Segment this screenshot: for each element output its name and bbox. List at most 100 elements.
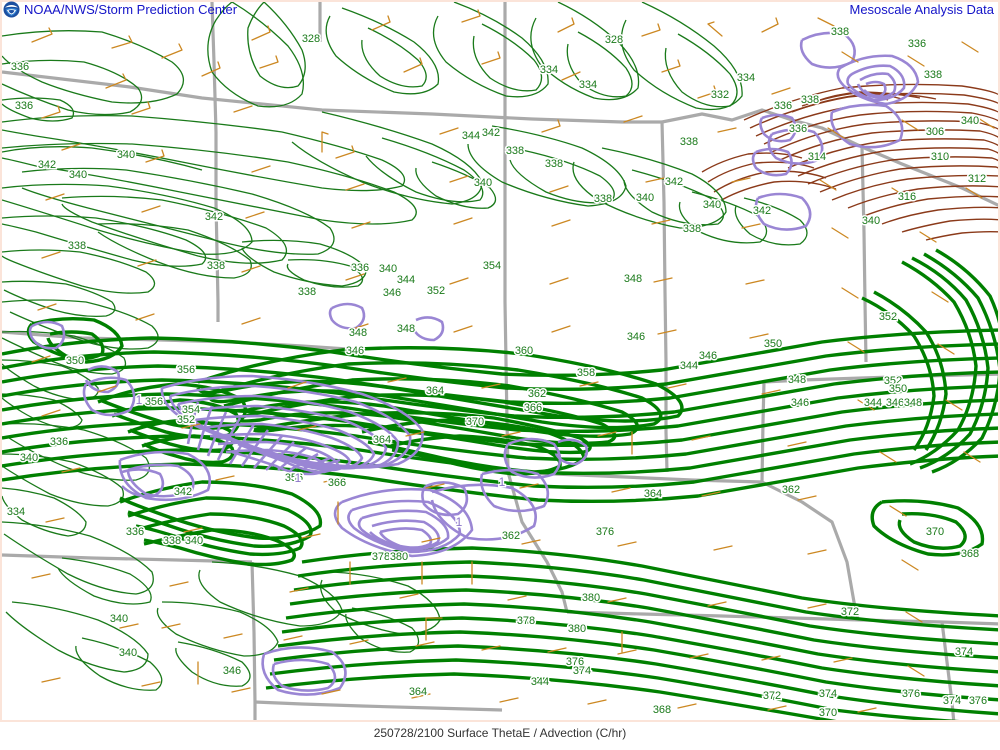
thetae-label: 340 xyxy=(110,613,128,625)
thetae-label: 340 xyxy=(474,177,492,189)
thetae-label: 336 xyxy=(50,436,68,448)
thetae-label: 362 xyxy=(528,388,546,400)
thetae-label: 346 xyxy=(627,331,645,343)
thetae-label: 370 xyxy=(466,416,484,428)
thetae-label: 356 xyxy=(145,396,163,408)
thetae-label: 336 xyxy=(11,61,29,73)
advection-label: 1 xyxy=(295,471,302,485)
thetae-label: 356 xyxy=(285,472,303,484)
thetae-label: 342 xyxy=(174,486,192,498)
thetae-label: 344 xyxy=(531,676,549,688)
thetae-label: 340 xyxy=(119,647,137,659)
thetae-label: 342 xyxy=(205,211,223,223)
contour-map[interactable]: 336 336 342 340 340 338 342 338 338 328 328 334 334 3… xyxy=(2,2,1000,722)
thetae-label: 312 xyxy=(968,173,986,185)
thetae-label: 338 xyxy=(163,535,181,547)
thetae-label: 338 xyxy=(680,136,698,148)
thetae-label: 334 xyxy=(737,72,755,84)
thetae-label: 338 xyxy=(207,260,225,272)
thetae-label: 342 xyxy=(665,176,683,188)
thetae-label: 346 xyxy=(383,287,401,299)
thetae-label: 376 xyxy=(566,656,584,668)
advection-label: 1 xyxy=(136,393,143,407)
thetae-label: 342 xyxy=(482,127,500,139)
thetae-label: 348 xyxy=(349,327,367,339)
thetae-label: 360 xyxy=(515,345,533,357)
thetae-label: 380 xyxy=(568,623,586,635)
thetae-label: 368 xyxy=(961,548,979,560)
thetae-label: 336 xyxy=(908,38,926,50)
thetae-label: 334 xyxy=(7,506,25,518)
thetae-label: 362 xyxy=(782,484,800,496)
thetae-label: 350 xyxy=(66,355,84,367)
thetae-label: 340 xyxy=(117,149,135,161)
thetae-label: 336 xyxy=(774,100,792,112)
thetae-label: 378 xyxy=(517,615,535,627)
thetae-label: 346 xyxy=(886,397,904,409)
thetae-label: 336 xyxy=(789,123,807,135)
thetae-label: 344 xyxy=(680,360,698,372)
thetae-label: 350 xyxy=(889,383,907,395)
thetae-label: 344 xyxy=(462,130,480,142)
thetae-label: 348 xyxy=(904,397,922,409)
thetae-label: 338 xyxy=(924,69,942,81)
thetae-label: 348 xyxy=(624,273,642,285)
map-frame: 336 336 342 340 340 338 342 338 338 328 328 334 334 3… xyxy=(0,0,1000,722)
thetae-label: 340 xyxy=(379,263,397,275)
thetae-label: 340 xyxy=(703,199,721,211)
thetae-label: 338 xyxy=(594,193,612,205)
thetae-label: 328 xyxy=(605,34,623,46)
thetae-label: 316 xyxy=(898,191,916,203)
thetae-label: 340 xyxy=(185,535,203,547)
thetae-label: 344 xyxy=(397,274,415,286)
thetae-label: 338 xyxy=(68,240,86,252)
thetae-label: 338 xyxy=(545,158,563,170)
thetae-label: 354 xyxy=(483,260,501,272)
thetae-label: 314 xyxy=(808,151,826,163)
thetae-label: 350 xyxy=(764,338,782,350)
thetae-label: 332 xyxy=(711,89,729,101)
map-caption: 250728/2100 Surface ThetaE / Advection (… xyxy=(373,726,627,740)
thetae-label: 334 xyxy=(540,64,558,76)
thetae-label: 348 xyxy=(397,323,415,335)
thetae-label: 374 xyxy=(943,695,961,707)
wind-barbs xyxy=(31,9,995,713)
thetae-label: 348 xyxy=(788,374,806,386)
thetae-label: 346 xyxy=(223,665,241,677)
thetae-label: 374 xyxy=(573,665,591,677)
thetae-label: 342 xyxy=(753,205,771,217)
thetae-label: 374 xyxy=(955,646,973,658)
thetae-label: 328 xyxy=(302,33,320,45)
thetae-label: 356 xyxy=(177,364,195,376)
thetae-label: 342 xyxy=(38,159,56,171)
thetae-label: 340 xyxy=(69,169,87,181)
advection-label: 1 xyxy=(456,515,463,529)
thetae-label: 364 xyxy=(409,686,427,698)
thetae-label: 346 xyxy=(346,345,364,357)
thetae-label: 336 xyxy=(126,526,144,538)
thetae-label: 336 xyxy=(351,262,369,274)
thetae-label: 344 xyxy=(864,397,882,409)
thetae-label: 352 xyxy=(177,414,195,426)
thetae-contour-labels: 336 336 342 340 340 338 342 338 338 328 328 334 334 3… xyxy=(5,25,988,721)
thetae-label: 354 xyxy=(182,404,200,416)
thetae-label: 338 xyxy=(506,145,524,157)
thetae-label: 306 xyxy=(926,126,944,138)
thetae-label: 340 xyxy=(636,192,654,204)
thetae-label: 378 xyxy=(372,551,390,563)
thetae-label: 372 xyxy=(841,606,859,618)
advection-contour-labels: 1 1 1 1 xyxy=(134,392,507,531)
thetae-label: 352 xyxy=(884,375,902,387)
thetae-label: 334 xyxy=(579,79,597,91)
thetae-label: 376 xyxy=(596,526,614,538)
thetae-label: 364 xyxy=(373,434,391,446)
thetae-label: 376 xyxy=(902,688,920,700)
thetae-label: 370 xyxy=(926,526,944,538)
thetae-label: 352 xyxy=(427,285,445,297)
thetae-label: 368 xyxy=(653,704,671,716)
thetae-label: 352 xyxy=(879,311,897,323)
thetae-label: 362 xyxy=(502,530,520,542)
thetae-label: 336 xyxy=(15,100,33,112)
thetae-label: 380 xyxy=(582,592,600,604)
thetae-label: 310 xyxy=(931,151,949,163)
